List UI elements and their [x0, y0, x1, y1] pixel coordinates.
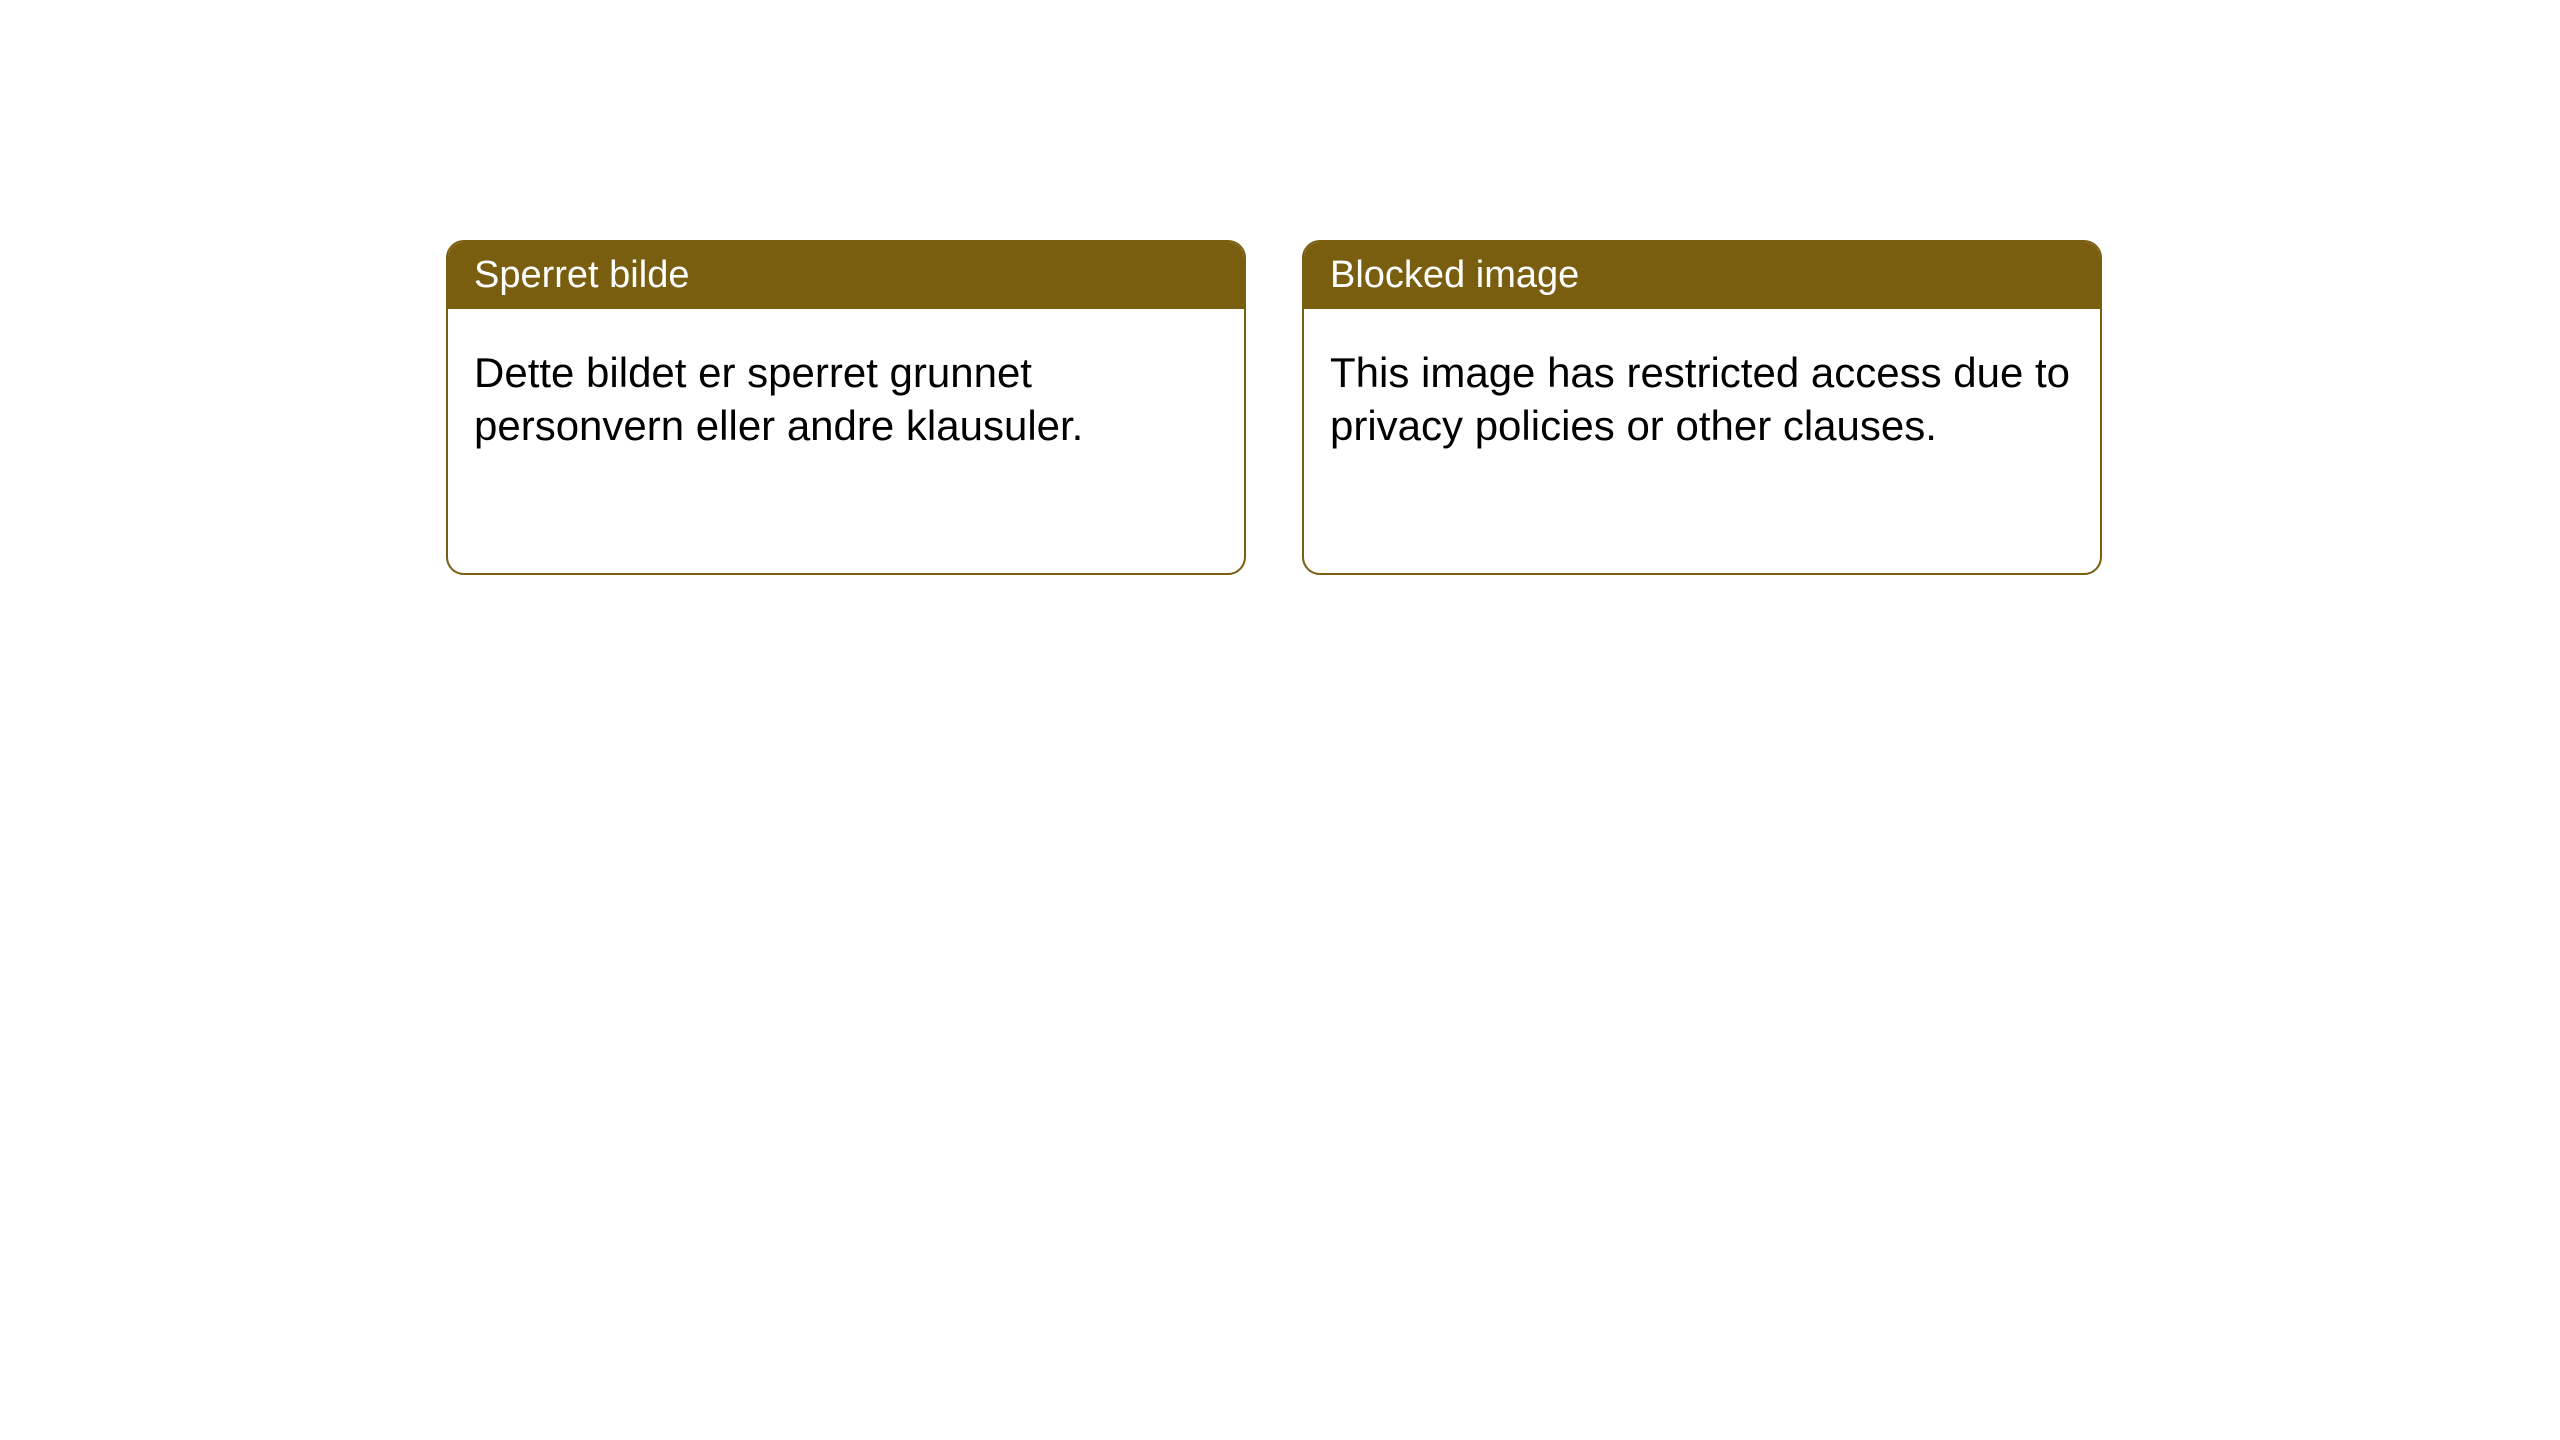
notice-header-english: Blocked image	[1304, 242, 2100, 309]
notice-header-norwegian: Sperret bilde	[448, 242, 1244, 309]
notice-body-norwegian: Dette bildet er sperret grunnet personve…	[448, 309, 1244, 490]
notice-body-english: This image has restricted access due to …	[1304, 309, 2100, 490]
notice-card-norwegian: Sperret bilde Dette bildet er sperret gr…	[446, 240, 1246, 575]
notice-card-english: Blocked image This image has restricted …	[1302, 240, 2102, 575]
notice-container: Sperret bilde Dette bildet er sperret gr…	[0, 0, 2560, 575]
